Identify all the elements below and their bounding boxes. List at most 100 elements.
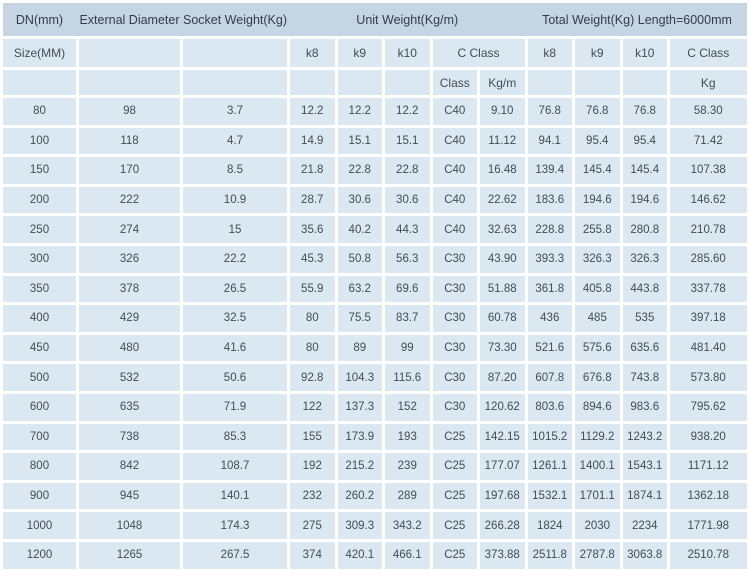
table-cell-total_c_class_kg: 58.30 [670,98,747,125]
table-cell-unit_k9: 420.1 [337,541,382,569]
table-cell-dn_size_mm: 600 [3,393,76,421]
header-unit-k10: k10 [385,39,430,67]
table-cell-total_k8: 228.8 [527,216,572,243]
table-cell-socket_weight_kg: 4.7 [183,127,287,155]
table-cell-unit_k9: 215.2 [337,453,382,480]
header-total-k10: k10 [622,39,667,67]
table-cell-total_k8: 436 [527,305,572,332]
table-cell-unit_k10: 152 [385,393,430,421]
table-cell-dn_size_mm: 1200 [3,541,76,569]
table-cell-total_k10: 76.8 [622,98,667,125]
table-cell-dn_size_mm: 150 [3,157,76,184]
table-cell-total_k8: 1015.2 [527,423,572,451]
table-cell-unit_k10: 115.6 [385,364,430,391]
header-empty-cell [183,39,287,67]
table-cell-total_k8: 1532.1 [527,482,572,510]
table-cell-total_k9: 1701.1 [575,482,620,510]
table-cell-total_k9: 1129.2 [575,423,620,451]
table-cell-external_diameter: 1048 [79,512,180,539]
table-cell-total_k9: 76.8 [575,98,620,125]
table-cell-total_k10: 326.3 [622,245,667,273]
table-cell-total_k8: 803.6 [527,393,572,421]
header-unit-weight-group: Unit Weight(Kg/m) [290,3,525,36]
table-cell-external_diameter: 118 [79,127,180,155]
table-cell-total_k9: 95.4 [575,127,620,155]
header-empty-cell [79,39,180,67]
table-cell-dn_size_mm: 1000 [3,512,76,539]
table-cell-socket_weight_kg: 50.6 [183,364,287,391]
table-cell-unit_k10: 239 [385,453,430,480]
table-cell-c_class_kg_m: 177.07 [480,453,525,480]
table-cell-dn_size_mm: 200 [3,186,76,214]
table-cell-socket_weight_kg: 8.5 [183,157,287,184]
table-cell-dn_size_mm: 700 [3,423,76,451]
table-cell-unit_k9: 104.3 [337,364,382,391]
table-cell-unit_k8: 45.3 [290,245,335,273]
table-cell-total_k9: 1400.1 [575,453,620,480]
table-cell-c_class_kg_m: 266.28 [480,512,525,539]
table-cell-unit_k8: 80 [290,305,335,332]
table-cell-total_k9: 894.6 [575,393,620,421]
header-unit-c-class: C Class [432,39,525,67]
table-cell-c_class: C30 [432,334,477,362]
table-cell-c_class: C40 [432,157,477,184]
table-cell-unit_k8: 192 [290,453,335,480]
table-cell-c_class: C40 [432,127,477,155]
table-cell-external_diameter: 480 [79,334,180,362]
table-cell-unit_k8: 155 [290,423,335,451]
table-cell-socket_weight_kg: 26.5 [183,275,287,303]
table-cell-total_k10: 145.4 [622,157,667,184]
table-cell-unit_k10: 15.1 [385,127,430,155]
header-empty-cell [183,70,287,95]
table-cell-external_diameter: 378 [79,275,180,303]
table-cell-c_class_kg_m: 9.10 [480,98,525,125]
table-cell-unit_k9: 40.2 [337,216,382,243]
header-empty-cell [290,70,335,95]
table-cell-total_c_class_kg: 285.60 [670,245,747,273]
table-cell-dn_size_mm: 400 [3,305,76,332]
table-cell-c_class: C30 [432,275,477,303]
table-cell-external_diameter: 635 [79,393,180,421]
table-cell-total_k8: 361.8 [527,275,572,303]
table-cell-dn_size_mm: 250 [3,216,76,243]
table-cell-c_class_kg_m: 120.62 [480,393,525,421]
table-cell-unit_k10: 69.6 [385,275,430,303]
table-cell-total_c_class_kg: 397.18 [670,305,747,332]
table-cell-external_diameter: 274 [79,216,180,243]
table-cell-total_k10: 280.8 [622,216,667,243]
header-empty-cell [385,70,430,95]
table-cell-unit_k8: 28.7 [290,186,335,214]
table-cell-total_c_class_kg: 938.20 [670,423,747,451]
table-cell-c_class_kg_m: 32.63 [480,216,525,243]
table-cell-unit_k10: 466.1 [385,541,430,569]
table-cell-unit_k9: 12.2 [337,98,382,125]
table-cell-c_class: C25 [432,423,477,451]
table-cell-total_k9: 575.6 [575,334,620,362]
table-cell-socket_weight_kg: 3.7 [183,98,287,125]
header-empty-cell [622,70,667,95]
table-cell-total_k9: 145.4 [575,157,620,184]
table-cell-unit_k10: 22.8 [385,157,430,184]
table-cell-external_diameter: 222 [79,186,180,214]
table-cell-total_k8: 94.1 [527,127,572,155]
table-cell-c_class: C30 [432,245,477,273]
header-total-k8: k8 [527,39,572,67]
table-cell-dn_size_mm: 350 [3,275,76,303]
table-cell-socket_weight_kg: 32.5 [183,305,287,332]
table-cell-unit_k10: 99 [385,334,430,362]
table-cell-c_class_kg_m: 51.88 [480,275,525,303]
table-cell-unit_k8: 21.8 [290,157,335,184]
table-cell-total_k9: 255.8 [575,216,620,243]
table-cell-unit_k9: 63.2 [337,275,382,303]
header-empty-cell [337,70,382,95]
table-cell-total_k10: 443.8 [622,275,667,303]
table-cell-total_k10: 194.6 [622,186,667,214]
table-cell-external_diameter: 842 [79,453,180,480]
table-cell-unit_k8: 35.6 [290,216,335,243]
header-class: Class [432,70,477,95]
table-cell-unit_k8: 80 [290,334,335,362]
table-cell-total_k10: 983.6 [622,393,667,421]
table-cell-total_k8: 521.6 [527,334,572,362]
table-cell-unit_k10: 30.6 [385,186,430,214]
table-cell-c_class: C40 [432,186,477,214]
